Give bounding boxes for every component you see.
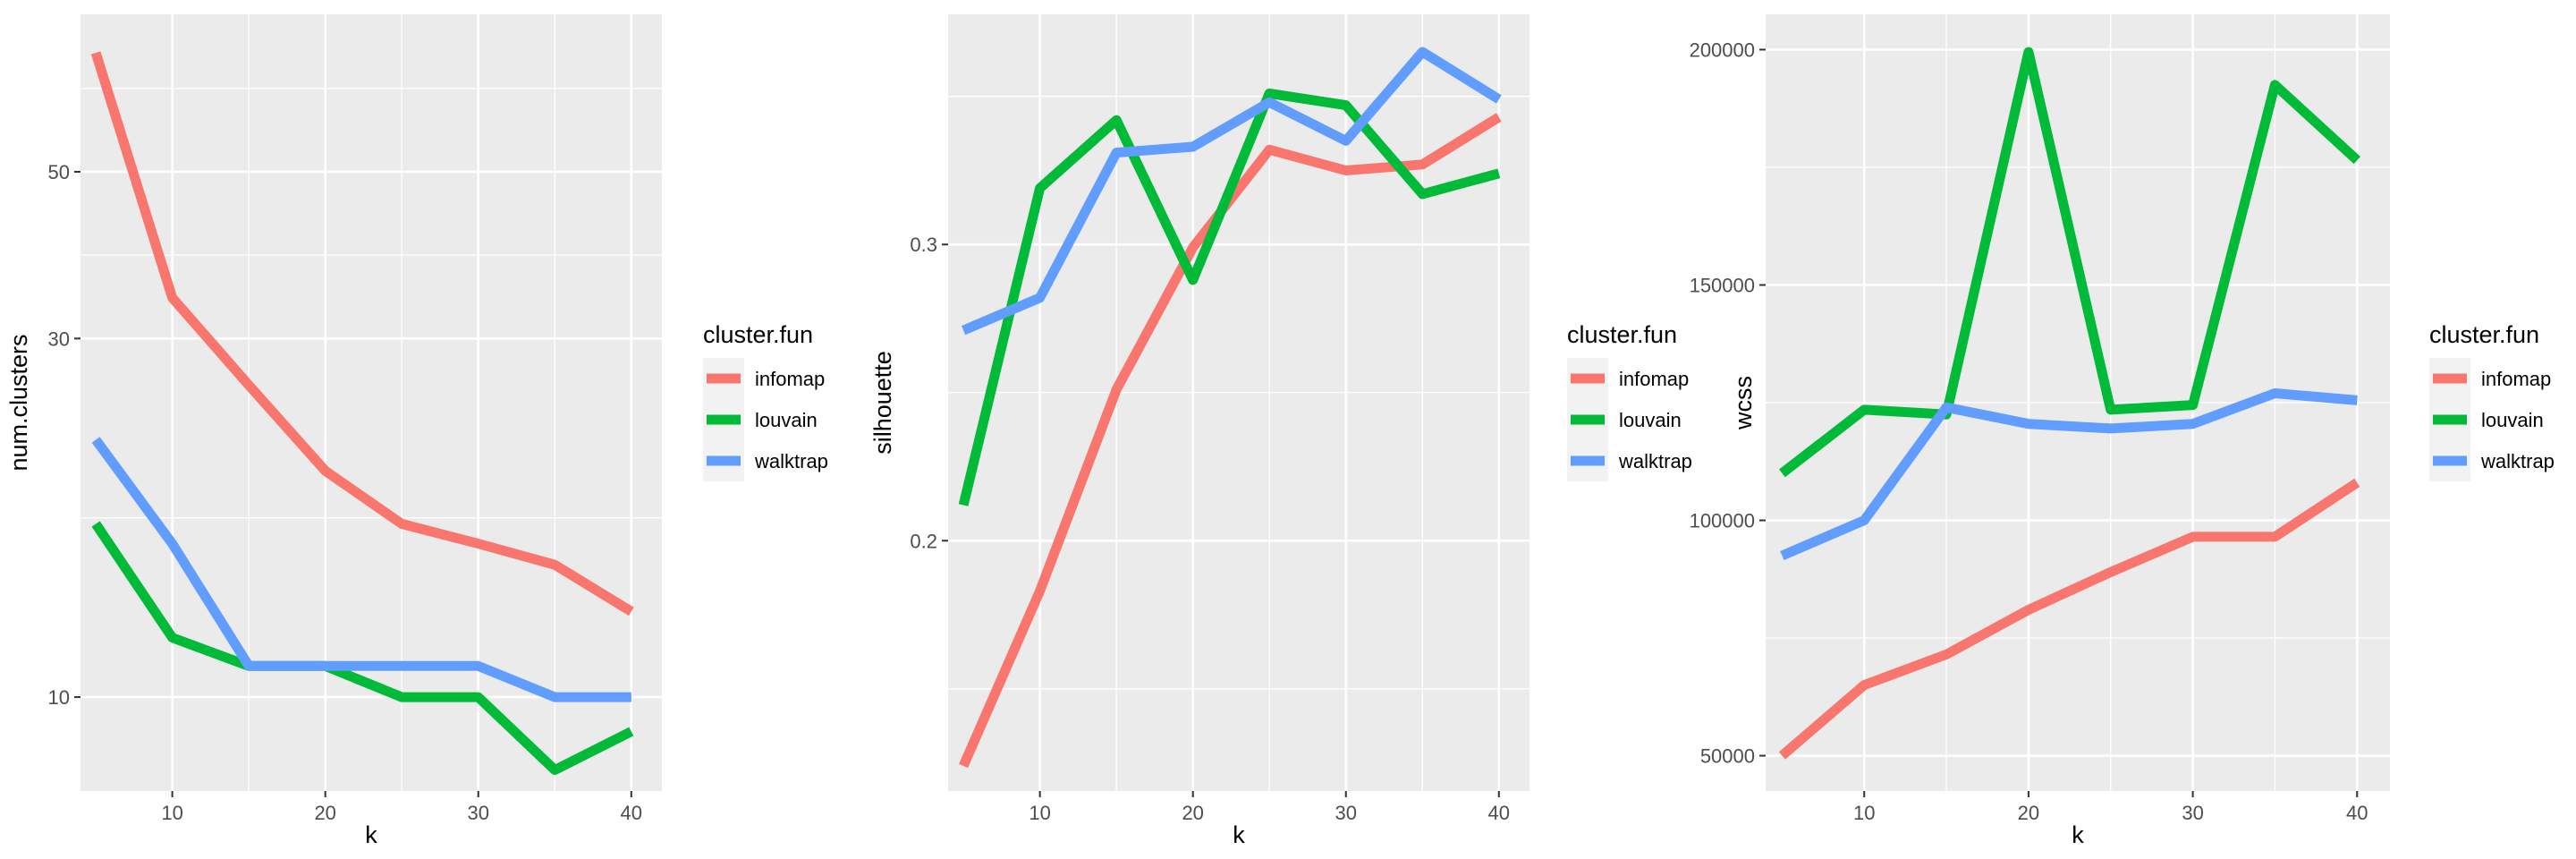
series-line-infomap [90, 51, 634, 617]
x-tick-label: 30 [467, 802, 488, 824]
legend: cluster.fun infomap louvain walktrap [2429, 321, 2555, 481]
x-tick-label: 10 [1029, 802, 1050, 824]
x-axis-title: k [365, 821, 377, 848]
legend-title: cluster.fun [2429, 321, 2539, 348]
legend-label-louvain: louvain [2481, 409, 2544, 431]
y-tick-label: 10 [48, 686, 70, 709]
legend: cluster.fun infomap louvain walktrap [1567, 321, 1692, 481]
chart-panel-3: 10 20 30 40 50000 100000 150000 200000 k wcss clus… [1690, 14, 2555, 848]
legend-label-infomap: infomap [2481, 368, 2551, 390]
x-axis-title: k [2072, 821, 2084, 848]
y-tick-label: 100000 [1690, 510, 1755, 532]
x-tick-label: 30 [2182, 802, 2203, 824]
series-line-walktrap [961, 47, 1502, 336]
series-line-louvain [1779, 47, 2361, 478]
x-tick-label: 40 [1488, 802, 1510, 824]
x-tick-label: 30 [1335, 802, 1356, 824]
legend-label-walktrap: walktrap [1618, 450, 1692, 472]
plot-background [948, 14, 1530, 791]
series-line-louvain [91, 521, 634, 775]
plot-background [80, 14, 662, 791]
series-line-infomap [1778, 478, 2360, 760]
legend-label-infomap: infomap [1619, 368, 1689, 390]
x-tick-label: 20 [1182, 802, 1203, 824]
y-tick-label: 0.3 [910, 234, 937, 256]
y-tick-label: 0.2 [910, 530, 937, 552]
y-tick-label: 30 [48, 327, 70, 350]
chart-panel-2: 10 20 30 40 0.2 0.3 k silhouette cluster.fun info… [869, 14, 1692, 848]
legend-title: cluster.fun [703, 321, 813, 348]
y-axis-title: num.clusters [5, 334, 32, 471]
legend-label-walktrap: walktrap [2480, 450, 2555, 472]
x-axis-title: k [1233, 821, 1245, 848]
y-tick-label: 50000 [1700, 745, 1755, 768]
x-tick-label: 20 [2018, 802, 2039, 824]
x-tick-label: 40 [2346, 802, 2368, 824]
x-tick-label: 10 [1853, 802, 1875, 824]
series-line-walktrap [91, 437, 631, 702]
legend-label-infomap: infomap [755, 368, 825, 390]
y-axis-title: wcss [1730, 376, 1757, 430]
y-axis-title: silhouette [869, 351, 896, 455]
legend: cluster.fun infomap louvain walktrap [703, 321, 828, 481]
x-tick-label: 20 [314, 802, 335, 824]
legend-label-louvain: louvain [1619, 409, 1682, 431]
legend-label-walktrap: walktrap [754, 450, 828, 472]
y-tick-label: 50 [48, 161, 70, 183]
legend-label-louvain: louvain [755, 409, 818, 431]
legend-title: cluster.fun [1567, 321, 1677, 348]
series-line-louvain [958, 88, 1501, 506]
x-tick-label: 10 [161, 802, 182, 824]
chart-panel-1: 10 20 30 40 10 30 50 k num.clusters cluster.fun in… [5, 14, 828, 848]
series-line-walktrap [1780, 388, 2358, 561]
y-tick-label: 150000 [1690, 274, 1755, 296]
y-tick-label: 200000 [1690, 38, 1755, 61]
x-tick-label: 40 [621, 802, 642, 824]
